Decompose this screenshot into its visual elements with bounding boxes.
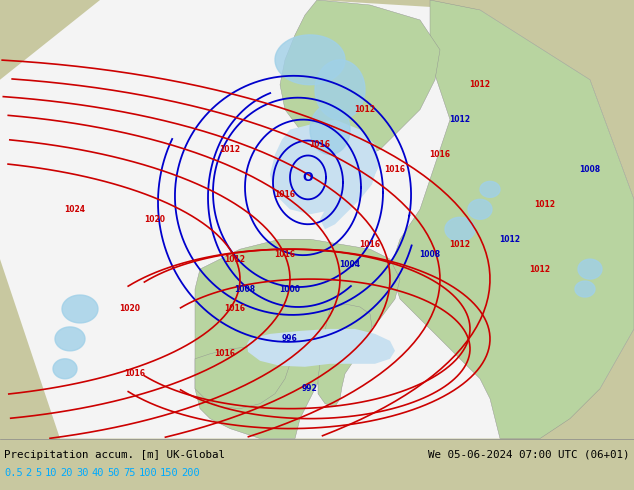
Polygon shape — [280, 0, 440, 159]
Polygon shape — [578, 259, 602, 279]
Text: 1012: 1012 — [450, 240, 470, 249]
Text: Precipitation accum. [m] UK-Global: Precipitation accum. [m] UK-Global — [4, 450, 225, 460]
Text: 1016: 1016 — [359, 240, 380, 249]
Text: 5: 5 — [36, 468, 41, 478]
Polygon shape — [195, 347, 290, 409]
Text: 1008: 1008 — [420, 250, 441, 259]
Polygon shape — [480, 181, 500, 197]
Text: 0.5: 0.5 — [4, 468, 23, 478]
Polygon shape — [0, 0, 634, 439]
Polygon shape — [247, 329, 395, 367]
Polygon shape — [55, 327, 85, 351]
Text: We 05-06-2024 07:00 UTC (06+01): We 05-06-2024 07:00 UTC (06+01) — [429, 450, 630, 460]
Text: 1016: 1016 — [309, 140, 330, 149]
Text: 50: 50 — [107, 468, 120, 478]
Text: 2: 2 — [25, 468, 32, 478]
Text: 1012: 1012 — [354, 105, 375, 114]
Text: 1012: 1012 — [529, 265, 550, 273]
Text: 1012: 1012 — [450, 115, 470, 124]
Text: 30: 30 — [76, 468, 89, 478]
Text: 1016: 1016 — [429, 150, 451, 159]
Text: 1020: 1020 — [145, 215, 165, 224]
Text: 1012: 1012 — [500, 235, 521, 244]
Text: 1024: 1024 — [65, 205, 86, 214]
Text: 1008: 1008 — [235, 285, 256, 294]
Text: 1012: 1012 — [470, 80, 491, 89]
Text: 10: 10 — [45, 468, 58, 478]
Text: 1012: 1012 — [534, 200, 555, 209]
Polygon shape — [195, 239, 400, 439]
Text: 150: 150 — [160, 468, 179, 478]
Text: 200: 200 — [181, 468, 200, 478]
Text: 20: 20 — [61, 468, 73, 478]
Polygon shape — [53, 359, 77, 379]
Text: 1012: 1012 — [224, 255, 245, 264]
Text: 1020: 1020 — [119, 304, 141, 314]
Text: 1004: 1004 — [339, 260, 361, 269]
Polygon shape — [310, 105, 350, 154]
Polygon shape — [445, 217, 475, 241]
Polygon shape — [315, 60, 365, 120]
Text: 1016: 1016 — [384, 165, 406, 174]
Text: 75: 75 — [123, 468, 136, 478]
Polygon shape — [390, 0, 634, 439]
Text: 1016: 1016 — [214, 349, 235, 358]
Polygon shape — [275, 35, 345, 85]
Text: 1016: 1016 — [224, 304, 245, 314]
Polygon shape — [468, 199, 492, 219]
Polygon shape — [62, 295, 98, 323]
Polygon shape — [320, 140, 378, 229]
Text: 1016: 1016 — [275, 190, 295, 199]
Text: 1008: 1008 — [579, 165, 600, 174]
Text: 40: 40 — [92, 468, 105, 478]
Polygon shape — [270, 120, 380, 214]
Text: 1012: 1012 — [219, 145, 240, 154]
Text: 992: 992 — [302, 384, 318, 393]
Text: 1016: 1016 — [275, 250, 295, 259]
Polygon shape — [318, 304, 372, 407]
Text: 100: 100 — [139, 468, 157, 478]
Text: 996: 996 — [282, 334, 298, 343]
Polygon shape — [575, 281, 595, 297]
Text: 1016: 1016 — [124, 369, 145, 378]
Text: O: O — [302, 171, 313, 184]
Text: 1000: 1000 — [280, 285, 301, 294]
